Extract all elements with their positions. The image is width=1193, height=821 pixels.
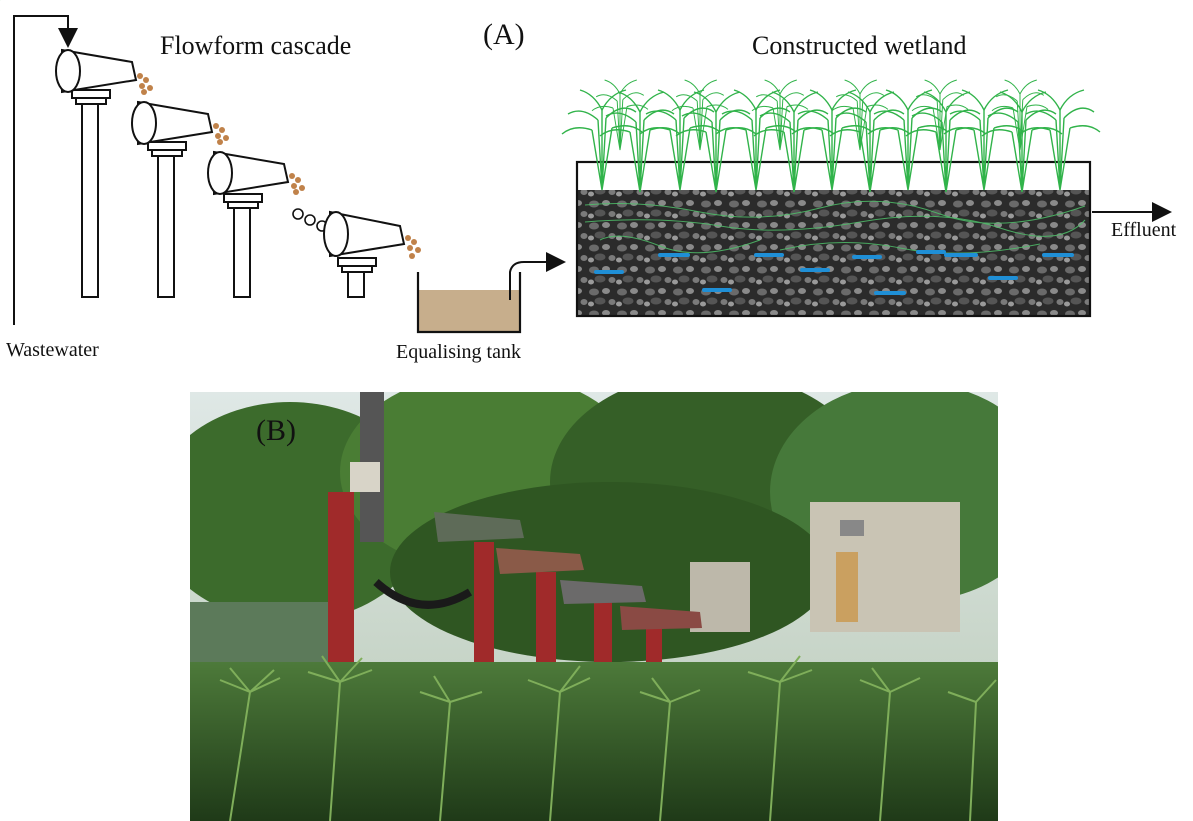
flowform-cascade-title: Flowform cascade — [160, 31, 352, 60]
wastewater-pipe — [13, 15, 78, 325]
pond — [190, 602, 350, 662]
panel-b-label: (B) — [256, 414, 296, 447]
papyrus-plants — [219, 655, 997, 821]
flowform-unit-2 — [131, 100, 229, 298]
flowform-unit-3 — [207, 150, 305, 298]
equalising-tank-label: Equalising tank — [396, 341, 521, 363]
wastewater-label: Wastewater — [6, 339, 99, 361]
flowform-unit-1 — [55, 48, 153, 298]
flowform-unit-4 — [323, 210, 421, 298]
ground-vegetation — [190, 662, 998, 821]
building — [690, 502, 960, 632]
flowform-structure — [328, 492, 702, 698]
site-photograph — [190, 392, 998, 821]
wetland-bed — [0, 0, 1101, 318]
effluent-label: Effluent — [1111, 219, 1177, 241]
supply-pipe — [350, 392, 473, 609]
schematic-diagram — [0, 0, 1172, 334]
constructed-wetland-title: Constructed wetland — [752, 31, 967, 60]
cascade-continuation — [292, 208, 328, 232]
tank-outlet-pipe — [509, 252, 566, 300]
equalising-tank — [416, 272, 522, 334]
panel-a-label: (A) — [483, 18, 525, 51]
